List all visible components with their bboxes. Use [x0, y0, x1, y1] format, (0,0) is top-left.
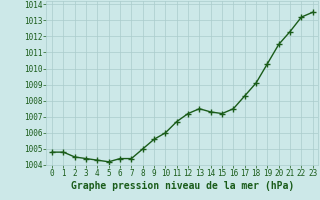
X-axis label: Graphe pression niveau de la mer (hPa): Graphe pression niveau de la mer (hPa)	[71, 181, 294, 191]
